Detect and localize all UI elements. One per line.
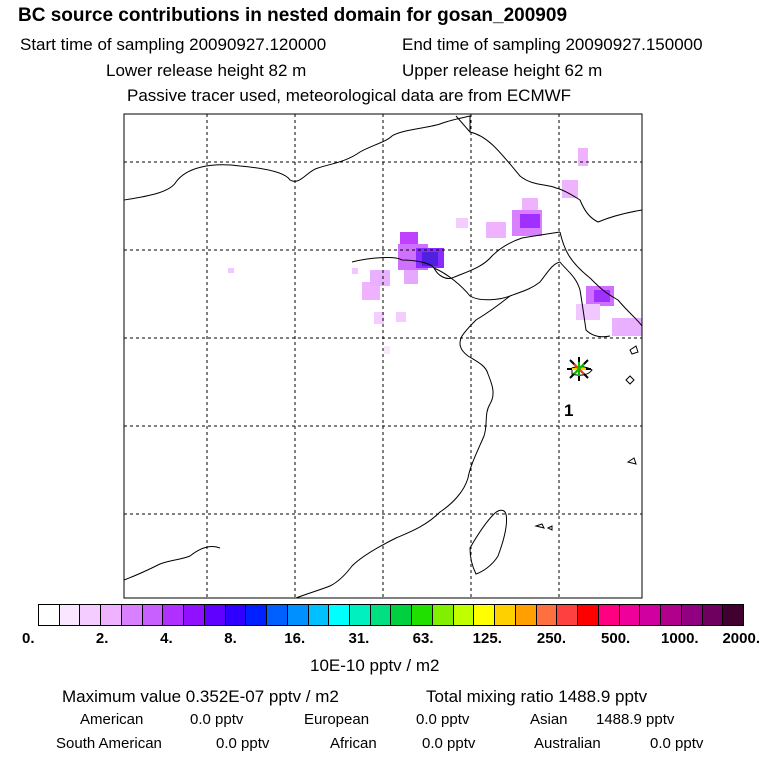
plume-cell — [576, 304, 600, 320]
plume-cell — [228, 268, 234, 273]
colorbar-swatch — [495, 605, 516, 625]
plume-cell — [594, 290, 610, 302]
plume-cell — [352, 268, 358, 274]
south-american-label: South American — [56, 735, 162, 752]
colorbar-swatch — [619, 605, 641, 625]
colorbar-swatch — [163, 605, 185, 625]
colorbar-swatch — [661, 605, 682, 625]
colorbar-swatch — [723, 605, 743, 625]
star-burst-icon — [567, 357, 591, 381]
total-mixing-ratio: Total mixing ratio 1488.9 pptv — [426, 687, 648, 706]
colorbar-swatch — [225, 605, 247, 625]
tracer-info: Passive tracer used, meteorological data… — [127, 86, 572, 105]
colorbar-swatch — [142, 605, 164, 625]
upper-release-height: Upper release height 62 m — [402, 61, 603, 80]
grid-lines — [124, 114, 642, 598]
colorbar-swatch — [515, 605, 537, 625]
european-value: 0.0 pptv — [416, 711, 470, 728]
colorbar-swatch — [350, 605, 371, 625]
colorbar-swatch — [267, 605, 288, 625]
colorbar-swatch — [536, 605, 558, 625]
colorbar-swatch — [391, 605, 413, 625]
map-title: BC source contributions in nested domain… — [18, 5, 568, 26]
asian-label: Asian — [530, 711, 568, 728]
plume-cell — [404, 270, 418, 284]
australian-label: Australian — [534, 735, 601, 752]
colorbar-tick-label: 500. — [601, 630, 631, 647]
colorbar-tick-label: 2000. — [722, 630, 760, 647]
colorbar-tick-label: 0. — [22, 630, 35, 647]
colorbar-swatch — [101, 605, 122, 625]
colorbar-swatch — [702, 605, 724, 625]
plume-layer — [228, 148, 642, 354]
plume-cell — [374, 312, 384, 324]
colorbar-swatch — [557, 605, 579, 625]
australian-value: 0.0 pptv — [650, 735, 704, 752]
colorbar-swatch — [329, 605, 351, 625]
plume-cell — [370, 270, 390, 286]
colorbar-swatch — [184, 605, 205, 625]
african-value: 0.0 pptv — [422, 735, 476, 752]
colorbar-swatch — [370, 605, 392, 625]
american-label: American — [80, 711, 144, 728]
colorbar-swatch — [432, 605, 454, 625]
colorbar-swatch — [640, 605, 662, 625]
colorbar-swatch — [80, 605, 102, 625]
plume-cell — [456, 218, 468, 228]
colorbar — [38, 604, 744, 626]
start-time: Start time of sampling 20090927.120000 — [20, 35, 327, 54]
plume-cell — [578, 148, 588, 166]
asian-value: 1488.9 pptv — [596, 711, 675, 728]
colorbar-swatch — [39, 605, 60, 625]
station-marker — [567, 357, 591, 381]
colorbar-swatch — [412, 605, 433, 625]
colorbar-swatch — [598, 605, 620, 625]
south-american-value: 0.0 pptv — [216, 735, 270, 752]
colorbar-tick-label: 250. — [536, 630, 567, 647]
colorbar-swatch — [578, 605, 599, 625]
colorbar-swatch — [453, 605, 475, 625]
plume-cell — [384, 346, 390, 354]
european-label: European — [304, 711, 370, 728]
colorbar-units: 10E-10 pptv / m2 — [310, 656, 440, 675]
colorbar-swatch — [204, 605, 226, 625]
colorbar-swatch — [59, 605, 81, 625]
plume-cell — [362, 282, 380, 300]
colorbar-swatch — [121, 605, 143, 625]
max-value: Maximum value 0.352E-07 pptv / m2 — [62, 687, 339, 706]
colorbar-tick-label: 2. — [95, 630, 109, 647]
plume-cell — [422, 252, 438, 266]
plume-cell — [562, 180, 578, 198]
plume-cell — [612, 318, 642, 336]
end-time: End time of sampling 20090927.150000 — [402, 35, 703, 54]
plume-cell — [520, 214, 540, 228]
lower-release-height: Lower release height 82 m — [106, 61, 307, 80]
map-frame — [123, 113, 643, 599]
coastlines — [123, 115, 643, 599]
colorbar-swatch — [246, 605, 268, 625]
colorbar-tick-label: 4. — [160, 630, 173, 647]
colorbar-tick-label: 1000. — [661, 630, 699, 647]
colorbar-swatch — [287, 605, 309, 625]
colorbar-tick-label: 31. — [348, 630, 370, 647]
colorbar-swatch — [681, 605, 703, 625]
american-value: 0.0 pptv — [190, 711, 244, 728]
colorbar-tick-label: 125. — [472, 630, 502, 647]
colorbar-swatch — [474, 605, 496, 625]
colorbar-swatch — [308, 605, 330, 625]
colorbar-tick-label: 63. — [412, 630, 434, 647]
african-label: African — [330, 735, 377, 752]
plume-cell — [486, 222, 506, 238]
plume-cell — [396, 312, 406, 322]
colorbar-tick-label: 16. — [284, 630, 306, 647]
plume-cell — [522, 198, 538, 210]
colorbar-tick-label: 8. — [224, 630, 237, 647]
station-label: 1 — [564, 401, 574, 420]
